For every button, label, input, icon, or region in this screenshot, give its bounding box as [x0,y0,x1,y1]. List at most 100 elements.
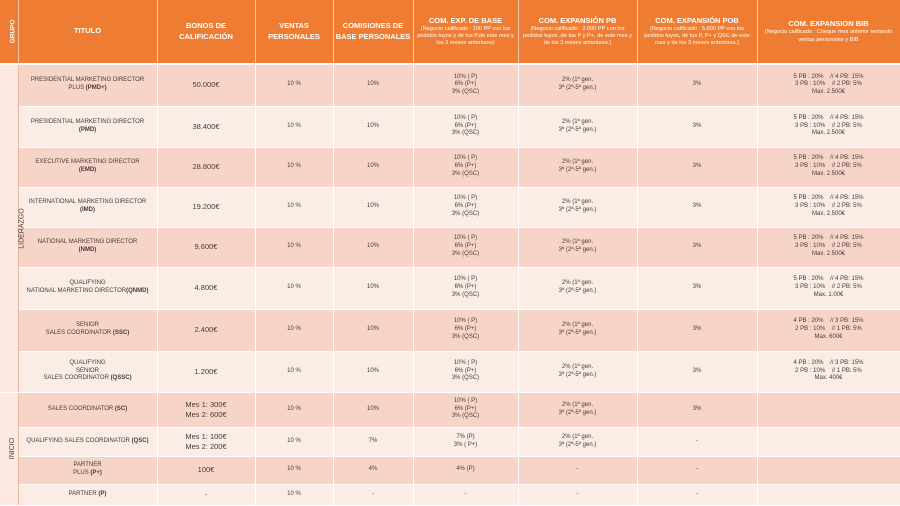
title-line: PLUS (PMD+) [68,85,107,92]
bonos-cell: 2.400€ [157,309,256,352]
exp-base-cell: 10% ( P) 6% (P+) 3% (QSC) [413,227,519,268]
cell-line: 3ª (2ª-5ª gen.) [558,126,597,133]
cell-line: 2 PB : 10% // 1 PB: 5% [795,326,862,333]
cell-line: 2% (1ª gen. [561,239,594,246]
exp-base-cell: 10% ( P) 6% (P+) 3% (QSC) [413,64,519,107]
bonos-cell: 1.200€ [157,351,256,393]
cell-line: 10% ( P) [453,276,478,283]
title-abbr: (PMD+) [85,85,107,92]
cell-line: Max. 2.500€ [811,210,846,217]
cell-line: 2% (1ª gen. [561,363,594,370]
exp-bib-cell [757,484,900,506]
title-abbr: (PMD) [78,126,97,133]
cell-line: Max. 400€ [814,375,843,382]
title-cell: NATIONAL MARKETING DIRECTOR (NMD) [18,227,158,268]
cell-line: 2% (1ª gen. [561,433,594,440]
comisiones-cell: 10% [333,392,414,428]
cell-line: 10% ( P) [453,73,478,80]
title-cell: PRESIDENTIAL MARKETING DIRECTOR (PMD) [18,106,158,148]
title-line: SENIOR [75,322,99,329]
cell-line: 28.800€ [192,162,220,172]
exp-pob-cell: 3% [637,351,758,393]
title-cell: SALES COORDINATOR (SC) [18,392,158,428]
title-abbr: (QSSC) [110,375,132,382]
ventas-cell: 10 % [255,147,334,188]
cell-line: 9.600€ [194,242,218,252]
cell-line: 5 PB : 20% // 4 PB: 15% [793,155,864,162]
table-row: SENIOR SALES COORDINATOR (SSC) 2.400€ 10 % 1… [0,309,900,352]
title-line: SALES COORDINATOR (SC) [47,405,128,412]
cell-line: 5 PB : 20% // 4 PB: 15% [793,276,864,283]
cell-line: 2 PB : 10% // 1 PB: 5% [795,367,862,374]
cell-line: 6% (P+) [454,122,477,129]
cell-line: 3% (QSC) [451,413,480,420]
exp-pb-cell: 2% (1ª gen. 3ª (2ª-5ª gen.) [518,187,638,228]
title-line: (EMD) [21,167,155,175]
title-cell: QUALIFYING SALES COORDINATOR (QSC) [18,427,158,457]
cell-line: - [464,490,467,497]
cell-line: 38.400€ [192,121,220,131]
header-exp-bib: COM. EXPANSION BIB (Negocio calificado : … [757,0,900,65]
cell-line: 2.400€ [194,325,218,335]
table-row: QUALIFYING NATIONAL MARKETING DIRECTOR(QN… [0,267,900,310]
cell-line: 3ª (2ª-5ª gen.) [558,441,597,448]
cell-line: 2% (1ª gen. [561,118,594,125]
cell-line: 7% (P) [456,433,475,440]
comisiones-cell: 10% [333,147,414,188]
bonos-cell: Mes 1: 100€ Mes 2: 200€ [157,427,256,457]
header-exp-pb: COM. EXPANSIÓN PB (Negocio calificado : 2… [518,0,638,65]
cell-line: 2% (1ª gen. [561,401,594,408]
header-sub: (Negocio calificado : 2.000 PP con los p… [523,25,632,47]
cell-line: 3% (QSC) [451,130,480,137]
cell-line: 6% (P+) [454,367,477,374]
exp-pb-cell: 2% (1ª gen. 3ª (2ª-5ª gen.) [518,147,638,188]
title-line: QUALIFYING [69,359,106,366]
cell-line: - [576,466,579,473]
title-line: PLUS (P+) [73,470,102,476]
cell-line: - [576,490,579,497]
comisiones-cell: 10% [333,64,414,107]
exp-pb-cell: 2% (1ª gen. 3ª (2ª-5ª gen.) [518,351,638,393]
cell-line: 3ª (2ª-5ª gen.) [558,85,597,92]
comisiones-cell: 10% [333,309,414,352]
cell-line: 3ª (2ª-5ª gen.) [558,167,597,173]
title-line: SALES COORDINATOR (SSC) [45,330,130,336]
title-abbr: (QNMD) [126,288,149,294]
title-abbr: (P) [98,490,107,497]
cell-line: 3 PB : 10% // 2 PB: 5% [795,243,862,250]
cell-line: 2% (1ª gen. [561,280,594,287]
cell-line: 3% (QSC) [451,89,480,96]
bonos-cell: 19.200€ [157,187,256,228]
bonos-cell: 50.000€ [157,64,256,107]
exp-pb-cell: 2% (1ª gen. 3ª (2ª-5ª gen.) [518,106,638,148]
exp-bib-cell: 4 PB : 20% // 3 PB: 15% 2 PB : 10% // 1 P… [757,309,900,352]
exp-bib-cell [757,392,900,428]
ventas-cell: 10 % [255,106,334,148]
comisiones-cell: 10% [333,227,414,268]
table-body: LIDERAZGO PRESIDENTIAL MARKETING DIRECTOR… [0,64,900,506]
exp-bib-cell: 5 PB : 20% // 4 PB: 15% 3 PB : 10% // 2 P… [757,106,900,148]
title-abbr: (IMD) [80,207,95,213]
title-cell: PARTNER PLUS (P+) [18,456,158,485]
cell-line: Mes 1: 100€ [185,431,227,441]
comisiones-cell: 10% [333,187,414,228]
title-line: QUALIFYING [69,280,106,287]
exp-bib-cell [757,427,900,457]
cell-line: 6% (P+) [454,284,477,291]
cell-line: 10% ( P) [453,397,478,404]
cell-line: Mes 2: 200€ [185,441,227,451]
ventas-cell: 10 % [255,484,334,506]
cell-line: 10% ( P) [453,195,478,202]
cell-line: 5 PB : 20% // 4 PB: 15% [793,114,864,121]
cell-line: 5 PB : 20% // 4 PB: 15% [793,235,864,242]
cell-line: 3% (QSC) [451,291,480,298]
cell-line: 6% (P+) [454,405,477,412]
cell-line: 4 PB : 20% // 3 PB: 15% [793,318,864,325]
cell-line: 6% (P+) [454,81,477,88]
cell-line: 3% (QSC) [451,375,480,382]
cell-line: 3 PB : 10% // 2 PB: 5% [795,203,862,210]
cell-line: Max. 600€ [814,333,843,340]
exp-base-cell: 10% ( P) 6% (P+) 3% (QSC) [413,351,519,393]
ventas-cell: 10 % [255,187,334,228]
